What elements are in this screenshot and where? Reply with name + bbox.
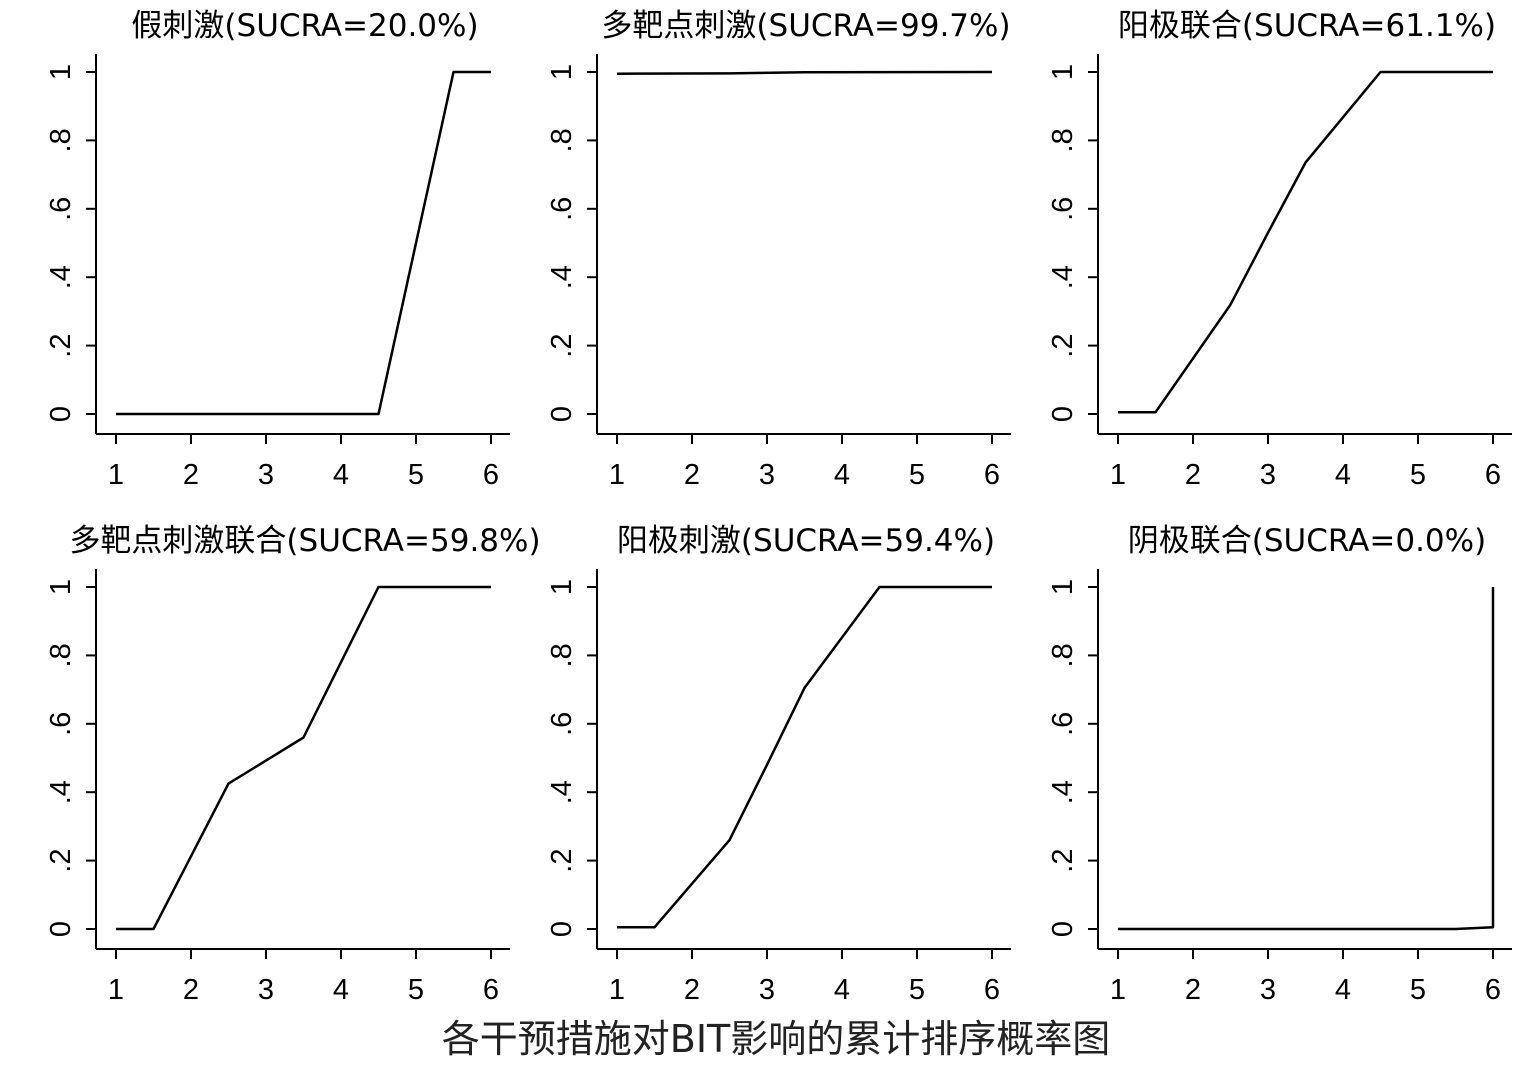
x-tick-label: 4 (1335, 459, 1351, 491)
x-tick-label: 6 (1485, 459, 1501, 491)
y-tick-label: 1 (45, 64, 77, 80)
x-tick-label: 3 (258, 459, 274, 491)
y-tick-label: .8 (45, 643, 77, 667)
cumulative-rank-line (116, 587, 491, 929)
x-tick-label: 2 (183, 459, 199, 491)
cumulative-ranking-figure: 假刺激(SUCRA=20.0%)1 2 3 4 5 60.2.4.6.81多靶点刺激(SU… (0, 0, 1535, 1082)
cumulative-rank-line (617, 587, 992, 927)
x-tick-label: 5 (909, 974, 925, 1006)
y-tick-label: .6 (1047, 197, 1079, 221)
panel-2: 多靶点刺激(SUCRA=99.7%) 1 2 3 4 5 6 0 .2 .4 .6 .8 1 (546, 8, 1011, 491)
y-tick-label: .4 (546, 265, 578, 289)
x-tick-label: 3 (1260, 459, 1276, 491)
x-tick-label: 5 (408, 974, 424, 1006)
panel-title: 多靶点刺激(SUCRA=99.7%) (601, 8, 1010, 44)
x-tick-label: 5 (909, 459, 925, 491)
y-tick-label: .8 (546, 128, 578, 152)
y-tick-label: 0 (546, 406, 578, 422)
y-tick-label: .6 (45, 712, 77, 736)
x-tick-label: 5 (1410, 459, 1426, 491)
cumulative-rank-line (116, 72, 491, 414)
x-tick-label: 4 (333, 459, 349, 491)
x-tick-label: 3 (1260, 974, 1276, 1006)
y-tick-label: 0 (546, 921, 578, 937)
x-tick-label: 2 (183, 974, 199, 1006)
x-tick-label: 4 (1335, 974, 1351, 1006)
panel-title: 阴极联合(SUCRA=0.0%) (1128, 523, 1486, 559)
x-tick-label: 2 (684, 974, 700, 1006)
x-tick-label: 5 (408, 459, 424, 491)
y-tick-label: 1 (546, 579, 578, 595)
y-tick-label: .2 (546, 849, 578, 873)
x-tick-label: 6 (1485, 974, 1501, 1006)
chart-panels: 假刺激(SUCRA=20.0%)1 2 3 4 5 60.2.4.6.81多靶点刺激(SU… (45, 8, 1512, 1006)
x-tick-label: 3 (759, 459, 775, 491)
y-tick-label: .4 (45, 265, 77, 289)
x-tick-label: 1 (609, 459, 625, 491)
cumulative-rank-line (1118, 587, 1493, 929)
x-tick-label: 1 (108, 974, 124, 1006)
y-tick-label: .4 (45, 780, 77, 804)
x-tick-label: 5 (1410, 974, 1426, 1006)
y-tick-label: .2 (1047, 849, 1079, 873)
y-tick-label: .8 (546, 643, 578, 667)
x-tick-label: 3 (759, 974, 775, 1006)
panel-1: 假刺激(SUCRA=20.0%) 1 2 3 4 5 6 0 .2 .4 .6 .8 1 (45, 8, 510, 491)
y-tick-label: .4 (1047, 265, 1079, 289)
y-tick-label: .8 (1047, 128, 1079, 152)
y-tick-label: 0 (1047, 921, 1079, 937)
panel-3: 阳极联合(SUCRA=61.1%) 1 2 3 4 5 6 0 .2 .4 .6 .8 1 (1047, 8, 1512, 491)
y-tick-label: .8 (45, 128, 77, 152)
x-tick-label: 6 (984, 974, 1000, 1006)
x-tick-label: 4 (834, 459, 850, 491)
x-tick-label: 6 (483, 974, 499, 1006)
y-tick-label: 1 (1047, 579, 1079, 595)
y-tick-label: .6 (1047, 712, 1079, 736)
y-tick-label: 0 (45, 921, 77, 937)
y-tick-label: .2 (45, 334, 77, 358)
x-tick-label: 1 (1110, 459, 1126, 491)
x-tick-label: 2 (1185, 459, 1201, 491)
panel-title: 假刺激(SUCRA=20.0%) (131, 8, 478, 44)
y-tick-label: 0 (45, 406, 77, 422)
x-tick-label: 1 (609, 974, 625, 1006)
cumulative-rank-line (617, 72, 992, 74)
y-tick-label: .6 (546, 712, 578, 736)
x-tick-label: 2 (684, 459, 700, 491)
y-tick-label: .2 (1047, 334, 1079, 358)
panel-title: 阳极刺激(SUCRA=59.4%) (617, 523, 995, 559)
panel-4: 多靶点刺激联合(SUCRA=59.8%) 1 2 3 4 5 6 0 .2 .4 .6 .8 1 (45, 523, 541, 1006)
x-tick-label: 2 (1185, 974, 1201, 1006)
y-tick-label: 1 (45, 579, 77, 595)
x-tick-label: 3 (258, 974, 274, 1006)
cumulative-rank-line (1118, 72, 1493, 412)
figure-caption: 各干预措施对BIT影响的累计排序概率图 (442, 1017, 1111, 1061)
panel-title: 多靶点刺激联合(SUCRA=59.8%) (69, 523, 540, 559)
x-tick-label: 1 (1110, 974, 1126, 1006)
x-tick-label: 4 (333, 974, 349, 1006)
y-tick-label: .8 (1047, 643, 1079, 667)
y-tick-label: 1 (1047, 64, 1079, 80)
panel-5: 阳极刺激(SUCRA=59.4%) 1 2 3 4 5 6 0 .2 .4 .6 .8 1 (546, 523, 1011, 1006)
x-tick-label: 1 (108, 459, 124, 491)
y-tick-label: .2 (546, 334, 578, 358)
x-tick-label: 6 (483, 459, 499, 491)
y-tick-label: .6 (45, 197, 77, 221)
y-tick-label: .2 (45, 849, 77, 873)
panel-6: 阴极联合(SUCRA=0.0%) 1 2 3 4 5 6 0 .2 .4 .6 .8 1 (1047, 523, 1512, 1006)
x-tick-label: 6 (984, 459, 1000, 491)
y-tick-label: .4 (546, 780, 578, 804)
y-tick-label: 0 (1047, 406, 1079, 422)
y-tick-label: 1 (546, 64, 578, 80)
x-tick-label: 4 (834, 974, 850, 1006)
y-tick-label: .6 (546, 197, 578, 221)
y-tick-label: .4 (1047, 780, 1079, 804)
panel-title: 阳极联合(SUCRA=61.1%) (1118, 8, 1496, 44)
